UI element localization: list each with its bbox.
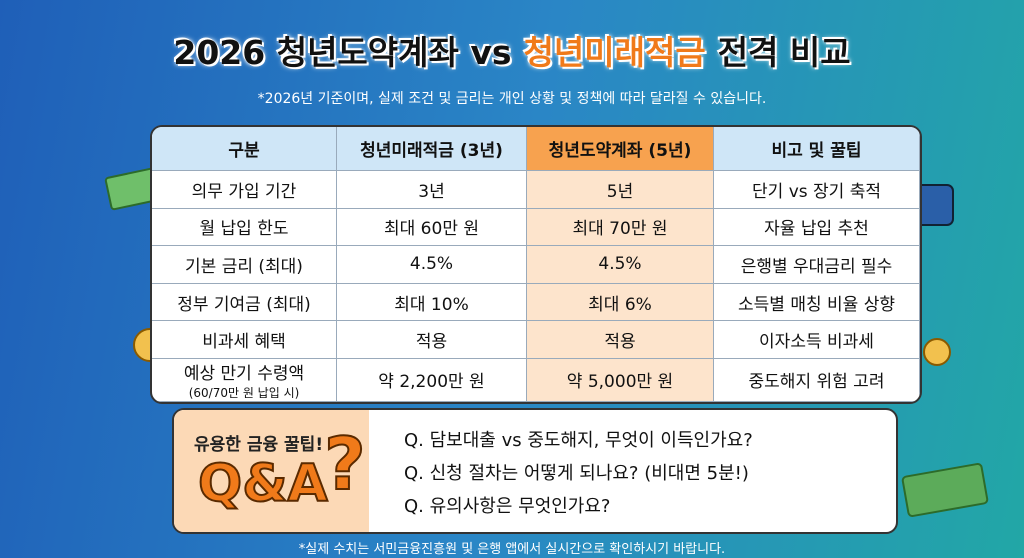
table-cell: 적용	[337, 321, 527, 359]
cell-text: 월 납입 한도	[199, 219, 289, 240]
cell-text: 중도해지 위험 고려	[748, 372, 885, 393]
cell-text: 이자소득 비과세	[759, 332, 874, 353]
cell-text: 소득별 매칭 비율 상향	[738, 294, 895, 315]
table-cell: 정부 기여금 (최대)	[152, 283, 337, 322]
table-cell: 5년	[527, 171, 714, 209]
cell-text: 최대 70만 원	[572, 219, 668, 240]
title-start: 2026 청년도약계좌 vs	[173, 33, 512, 72]
cell-text: 3년	[418, 181, 445, 202]
table-cell: 예상 만기 수령액 (60/70만 원 납입 시)	[152, 358, 337, 402]
title-end: 전격 비교	[717, 33, 851, 72]
table-cell: 기본 금리 (최대)	[152, 246, 337, 284]
table-cell: 4.5%	[527, 246, 714, 284]
cell-text: 단기 vs 장기 축적	[752, 181, 881, 202]
cell-text: 은행별 우대금리 필수	[740, 256, 893, 277]
cell-text: 기본 금리 (최대)	[185, 256, 303, 277]
subtitle: *2026년 기준이며, 실제 조건 및 금리는 개인 상황 및 정책에 따라 …	[257, 91, 767, 107]
footer-note: *실제 수치는 서민금융진흥원 및 은행 앱에서 실시간으로 확인하시기 바랍니…	[298, 542, 726, 557]
qa-heading: Q&A	[197, 453, 329, 515]
cell-text: 비과세 혜택	[202, 332, 286, 353]
table-cell: 자율 납입 추천	[714, 208, 920, 247]
cell-text: 약 5,000만 원	[566, 372, 674, 393]
qa-mark: ?	[323, 421, 367, 507]
table-cell: 적용	[527, 321, 714, 359]
cell-text: 약 2,200만 원	[378, 372, 485, 393]
table-cell: 최대 6%	[527, 283, 714, 322]
cell-text: 5년	[606, 181, 634, 202]
column-header: 청년미래적금 (3년)	[337, 127, 527, 171]
table-cell: 비과세 혜택	[152, 321, 337, 359]
table-cell: 최대 70만 원	[527, 208, 714, 247]
column-header: 청년도약계좌 (5년)	[527, 127, 714, 171]
qa-box: 유용한 금융 꿀팁! Q&A ? Q. 담보대출 vs 중도해지, 무엇이 이득…	[172, 408, 898, 534]
question: Q. 담보대출 vs 중도해지, 무엇이 이득인가요?	[404, 430, 753, 451]
column-header: 비고 및 꿀팁	[714, 127, 920, 171]
cell-text: 4.5%	[598, 254, 642, 275]
table-cell: 약 5,000만 원	[527, 358, 714, 402]
table-cell: 4.5%	[337, 246, 527, 284]
table-cell: 최대 60만 원	[337, 208, 527, 247]
table-cell: 이자소득 비과세	[714, 321, 920, 359]
table-cell: 소득별 매칭 비율 상향	[714, 283, 920, 322]
cell-text: 자율 납입 추천	[764, 219, 869, 240]
title: 2026 청년도약계좌 vs 청년미래적금 전격 비교	[0, 26, 1024, 74]
cell-text: 최대 10%	[394, 294, 469, 315]
cell-text: 최대 6%	[588, 294, 652, 315]
table-cell: 중도해지 위험 고려	[714, 358, 920, 402]
qa-label: 유용한 금융 꿀팁!	[194, 435, 324, 455]
table-cell: 월 납입 한도	[152, 208, 337, 247]
title-highlight: 청년미래적금	[523, 33, 706, 72]
qa-panel	[174, 410, 369, 532]
column-header: 구분	[152, 127, 337, 171]
cell-note: (60/70만 원 납입 시)	[188, 385, 300, 400]
cell-text: 의무 가입 기간	[191, 181, 297, 202]
table-cell: 의무 가입 기간	[152, 171, 337, 209]
question: Q. 유의사항은 무엇인가요?	[404, 496, 611, 517]
table-cell: 단기 vs 장기 축적	[714, 171, 920, 209]
cell-text: 적용	[415, 332, 448, 353]
table-cell: 약 2,200만 원	[337, 358, 527, 402]
table-cell: 은행별 우대금리 필수	[714, 246, 920, 284]
cell-text: 정부 기여금 (최대)	[177, 294, 311, 315]
cell-text: 4.5%	[409, 254, 454, 275]
cell-text: 예상 만기 수령액	[183, 363, 305, 384]
table-cell: 3년	[337, 171, 527, 209]
cell-text: 적용	[604, 332, 636, 353]
table-cell: 최대 10%	[337, 283, 527, 322]
question: Q. 신청 절차는 어떻게 되나요? (비대면 5분!)	[404, 463, 749, 484]
cell-text: 최대 60만 원	[384, 219, 479, 240]
